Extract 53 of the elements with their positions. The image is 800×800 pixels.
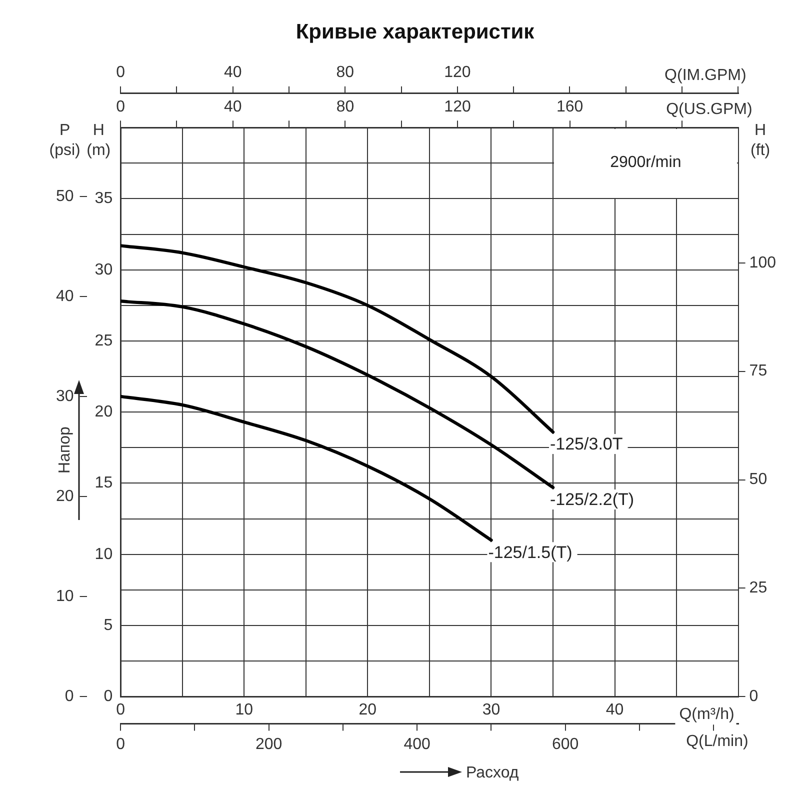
y2-tick-label: 100	[749, 254, 776, 272]
y-tick-label: 15	[94, 474, 113, 492]
y2-tick-label: 75	[749, 362, 768, 380]
text: 400	[404, 736, 431, 753]
y3-tick-label: 30	[56, 388, 74, 406]
x2-tick-label: 120	[444, 98, 471, 116]
x-axis-title: Q(m³/h)	[679, 706, 734, 724]
text: 600	[552, 736, 579, 753]
x2-axis-title: Q(US.GPM)	[666, 101, 752, 118]
chart-title: Кривые характеристик	[296, 20, 535, 44]
y2-axis-title: H (ft)	[750, 122, 770, 160]
x-tick-label: 40	[606, 702, 624, 719]
y3-tick-label: 20	[56, 488, 74, 506]
y2-tick-label: 0	[749, 688, 758, 706]
x2-tick-label: 0	[116, 98, 126, 116]
y3-tick-label: 0	[64, 688, 74, 706]
y-tick-label: 10	[94, 546, 113, 563]
y-tick-label: 5	[104, 616, 113, 634]
text-box: 2900r/min	[554, 128, 738, 198]
text: 0	[116, 64, 126, 82]
y2-tick-label: 25	[749, 580, 768, 597]
y3-tick-label: 10	[56, 588, 74, 606]
x-tick-label: 10	[235, 702, 254, 719]
y3-axis-title: P (psi)	[49, 122, 80, 160]
y-tick-label: 35	[94, 190, 113, 208]
y-axis-title: H (m)	[86, 122, 111, 160]
y-tick-label: 25	[94, 332, 113, 350]
x-tick-label: 0	[116, 702, 126, 719]
text: Q(L/min)	[686, 733, 748, 750]
text: Q(IM.GPM)	[664, 66, 746, 84]
text: 120	[444, 64, 471, 82]
text: 200	[255, 736, 282, 753]
y3-tick-label: 50	[56, 188, 74, 206]
series-label: -125/3.0T	[550, 434, 623, 454]
text: 0	[116, 736, 126, 753]
y-tick-label: 20	[94, 404, 113, 421]
y-tick-label: 30	[94, 261, 113, 278]
x-tick-label: 30	[482, 702, 500, 719]
y-tick-label: 0	[104, 688, 113, 706]
y2-tick-label: 50	[749, 471, 768, 488]
text: 80	[336, 64, 354, 82]
y3-tick-label: 40	[56, 288, 74, 306]
x-tick-label: 20	[358, 702, 377, 719]
line-series	[120, 394, 493, 542]
text: Напор	[56, 426, 74, 474]
x2-tick-label: 80	[336, 98, 354, 116]
line-series	[120, 244, 555, 434]
text: 40	[224, 64, 242, 82]
series-label: -125/1.5(T)	[488, 542, 572, 562]
series-label: -125/2.2(T)	[550, 490, 634, 510]
x2-tick-label: 160	[556, 98, 584, 116]
text: Расход	[466, 764, 520, 782]
x2-tick-label: 40	[224, 98, 242, 116]
